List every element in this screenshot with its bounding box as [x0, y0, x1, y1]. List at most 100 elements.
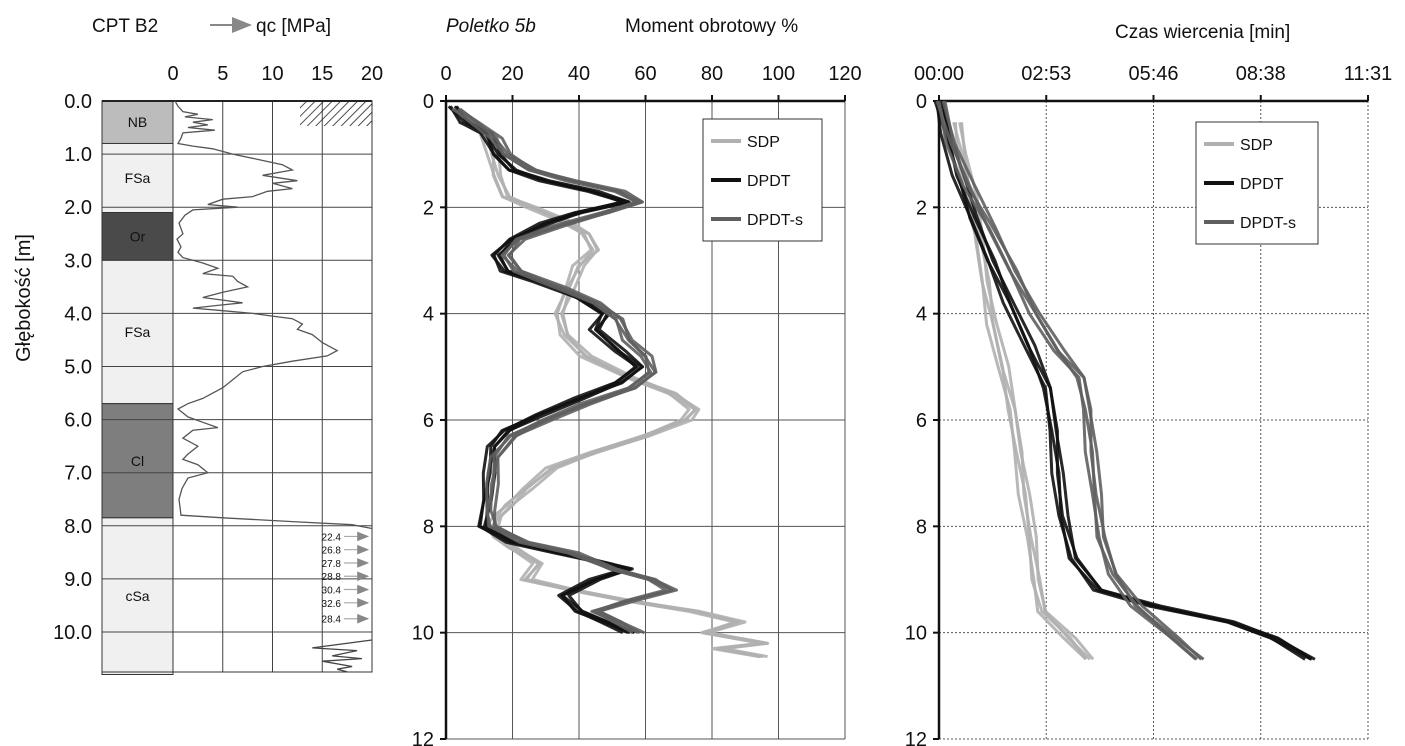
- y-tick-label: 5.0: [64, 357, 92, 379]
- cpt-x-ticks: 0 5 10 15 20: [167, 63, 383, 85]
- offscale-values: 22.4 26.8 27.8 28.8 30.4 32.6 28.4: [322, 531, 370, 626]
- y-tick-label: 12: [412, 729, 434, 746]
- torque-x-axis-label: Moment obrotowy %: [625, 16, 798, 37]
- torque-legend: SDP DPDT DPDT-s: [702, 118, 823, 242]
- legend-label: DPDT-s: [747, 212, 803, 229]
- series-line: [941, 100, 1203, 661]
- series-line: [453, 105, 645, 635]
- cpt-grid: [101, 100, 373, 673]
- soil-layer-label: FSa: [125, 170, 151, 186]
- y-tick-label: 8.0: [64, 516, 92, 538]
- y-tick-label: 6: [423, 410, 434, 432]
- y-tick-label: 0.0: [64, 91, 92, 113]
- cpt-panel: CPT B2 qc [MPa] Głębokość [m] NB FSa Or FSa…: [13, 16, 383, 675]
- series-line: [937, 100, 1198, 661]
- time-x-ticks: 00:00 02:53 05:46 08:38 11:31: [914, 63, 1392, 85]
- legend-label: SDP: [747, 134, 780, 151]
- plot-frame: [101, 100, 373, 673]
- soil-layer-label: cSa: [125, 588, 149, 604]
- time-series: [933, 100, 1316, 661]
- x-tick-label: 0: [167, 63, 178, 85]
- x-tick-label: 0: [440, 63, 451, 85]
- y-tick-label: 0: [423, 91, 434, 113]
- y-tick-label: 1.0: [64, 144, 92, 166]
- depth-axis-label: Głębokość [m]: [13, 234, 35, 362]
- torque-series: [447, 105, 770, 659]
- torque-title: Poletko 5b: [446, 16, 536, 37]
- x-tick-label: 20: [361, 63, 383, 85]
- cpt-title: CPT B2: [92, 16, 158, 37]
- qc-profile-line: [174, 100, 373, 530]
- y-tick-label: 7.0: [64, 463, 92, 485]
- y-tick-label: 3.0: [64, 250, 92, 272]
- x-tick-label: 120: [828, 63, 861, 85]
- soil-layer: [101, 259, 174, 405]
- time-panel: Czas wiercenia [min] 00:00 02:53 05:46 08:3…: [905, 22, 1393, 746]
- x-tick-label: 80: [701, 63, 723, 85]
- series-line: [943, 100, 1205, 661]
- soil-layer-label: NB: [128, 114, 147, 130]
- y-tick-label: 6.0: [64, 410, 92, 432]
- x-tick-label: 11:31: [1344, 63, 1393, 85]
- y-tick-label: 9.0: [64, 569, 92, 591]
- y-tick-label: 2: [423, 197, 434, 219]
- legend-label: SDP: [1240, 137, 1273, 154]
- x-tick-label: 08:38: [1236, 63, 1286, 85]
- soil-layer: [101, 142, 174, 214]
- soil-layer-label: Cl: [131, 453, 144, 469]
- x-tick-label: 5: [217, 63, 228, 85]
- legend-label: DPDT: [1240, 176, 1284, 193]
- qc-profile-line-bottom: [312, 639, 373, 673]
- offscale-value-label: 30.4: [322, 586, 342, 597]
- legend-label: DPDT: [747, 173, 791, 190]
- y-tick-label: 10: [905, 623, 927, 645]
- qc-legend-label: qc [MPa]: [256, 16, 331, 37]
- y-tick-label: 10.0: [53, 622, 92, 644]
- torque-y-ticks: 0 2 4 6 8 10 12: [412, 91, 434, 746]
- soil-layer-label: Or: [130, 228, 146, 244]
- offscale-value-label: 32.6: [322, 599, 342, 610]
- soil-layer: [101, 517, 174, 675]
- torque-panel: Poletko 5b Moment obrotowy % 0 20 40 60 80 10…: [412, 16, 862, 746]
- y-tick-label: 4: [916, 304, 927, 326]
- y-tick-label: 8: [916, 516, 927, 538]
- torque-grid: [440, 95, 846, 740]
- x-tick-label: 100: [762, 63, 795, 85]
- y-tick-label: 2: [916, 197, 927, 219]
- hatch-marker: [300, 101, 372, 126]
- cpt-y-ticks: 0.0 1.0 2.0 3.0 4.0 5.0 6.0 7.0 8.0 9.0 10.0: [53, 91, 92, 644]
- x-tick-label: 40: [568, 63, 590, 85]
- offscale-value-label: 22.4: [322, 532, 342, 543]
- y-tick-label: 2.0: [64, 197, 92, 219]
- offscale-value-label: 28.4: [322, 615, 342, 626]
- offscale-value-label: 28.8: [322, 572, 342, 583]
- y-tick-label: 8: [423, 516, 434, 538]
- y-tick-label: 4: [423, 304, 434, 326]
- x-tick-label: 15: [311, 63, 333, 85]
- offscale-value-label: 27.8: [322, 559, 342, 570]
- series-line: [457, 107, 678, 635]
- y-tick-label: 12: [905, 729, 927, 746]
- legend-label: DPDT-s: [1240, 215, 1296, 232]
- y-tick-label: 4.0: [64, 303, 92, 325]
- soil-layer: [101, 403, 174, 519]
- series-line: [960, 122, 1091, 661]
- y-tick-label: 10: [412, 623, 434, 645]
- time-title: Czas wiercenia [min]: [1115, 22, 1290, 43]
- x-tick-label: 10: [261, 63, 283, 85]
- x-tick-label: 05:46: [1128, 63, 1178, 85]
- time-legend: SDP DPDT DPDT-s: [1195, 121, 1319, 245]
- x-tick-label: 00:00: [914, 63, 964, 85]
- x-tick-label: 60: [634, 63, 656, 85]
- torque-x-ticks: 0 20 40 60 80 100 120: [440, 63, 861, 85]
- soil-layer-label: FSa: [125, 324, 151, 340]
- series-line: [958, 122, 1095, 661]
- soil-layers: NB FSa Or FSa Cl cSa: [101, 100, 174, 675]
- x-tick-label: 02:53: [1021, 63, 1071, 85]
- y-tick-label: 6: [916, 410, 927, 432]
- time-y-ticks: 0 2 4 6 8 10 12: [905, 91, 927, 746]
- x-tick-label: 20: [501, 63, 523, 85]
- offscale-value-label: 26.8: [322, 546, 342, 557]
- y-tick-label: 0: [916, 91, 927, 113]
